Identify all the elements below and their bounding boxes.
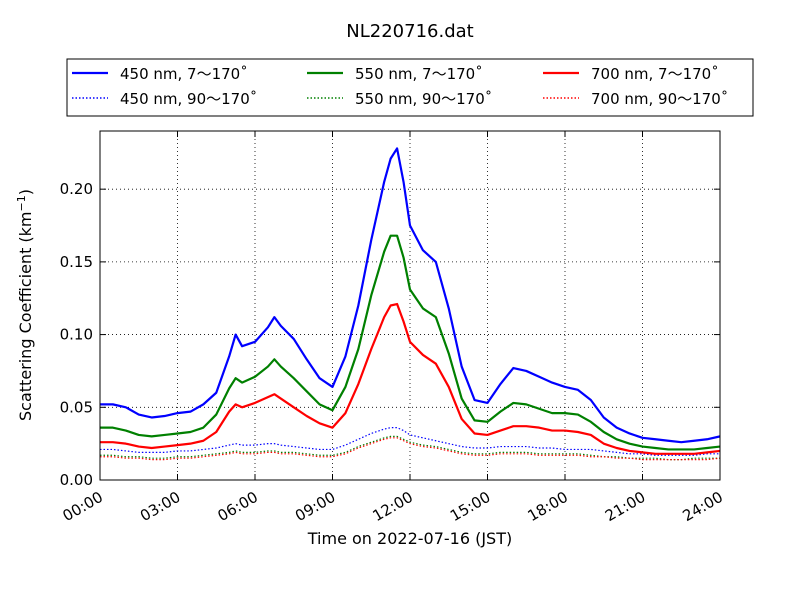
legend-label-0: 450 nm, 7～170˚ bbox=[120, 65, 248, 83]
y-tick-label: 0.20 bbox=[60, 180, 93, 198]
chart-legend: 450 nm, 7～170˚ 550 nm, 7～170˚ 700 nm, 7～17… bbox=[66, 58, 754, 117]
x-axis-label: Time on 2022-07-16 (JST) bbox=[307, 529, 512, 548]
series-line-2 bbox=[100, 302, 721, 455]
series-line-1 bbox=[100, 234, 721, 451]
series-lines bbox=[100, 147, 721, 461]
legend-frame bbox=[66, 58, 754, 117]
y-axis-tick-labels: 0.00 0.05 0.10 0.15 0.20 bbox=[60, 180, 93, 489]
legend-label-3: 450 nm, 90～170˚ bbox=[120, 90, 257, 108]
chart-title: NL220716.dat bbox=[346, 21, 473, 42]
y-tick-label: 0.05 bbox=[60, 398, 93, 416]
series-line-0 bbox=[100, 147, 721, 444]
grid-lines bbox=[100, 131, 720, 480]
y-axis-label: Scattering Coefficient (km−1) bbox=[15, 189, 35, 421]
y-tick-label: 0.10 bbox=[60, 326, 93, 344]
series-line-5 bbox=[100, 437, 721, 461]
y-axis-label-superscript: −1 bbox=[15, 195, 28, 211]
series-line-3 bbox=[100, 427, 720, 456]
y-tick-label: 0.00 bbox=[60, 471, 93, 489]
y-axis-label-main: Scattering Coefficient (km bbox=[16, 211, 35, 421]
legend-label-5: 700 nm, 90～170˚ bbox=[591, 90, 728, 108]
legend-label-2: 700 nm, 7～170˚ bbox=[591, 65, 719, 83]
axis-ticks bbox=[99, 131, 721, 481]
y-tick-label: 0.15 bbox=[60, 253, 93, 271]
y-axis-label-end: ) bbox=[16, 189, 35, 195]
legend-label-4: 550 nm, 90～170˚ bbox=[355, 90, 492, 108]
legend-label-1: 550 nm, 7～170˚ bbox=[355, 65, 483, 83]
